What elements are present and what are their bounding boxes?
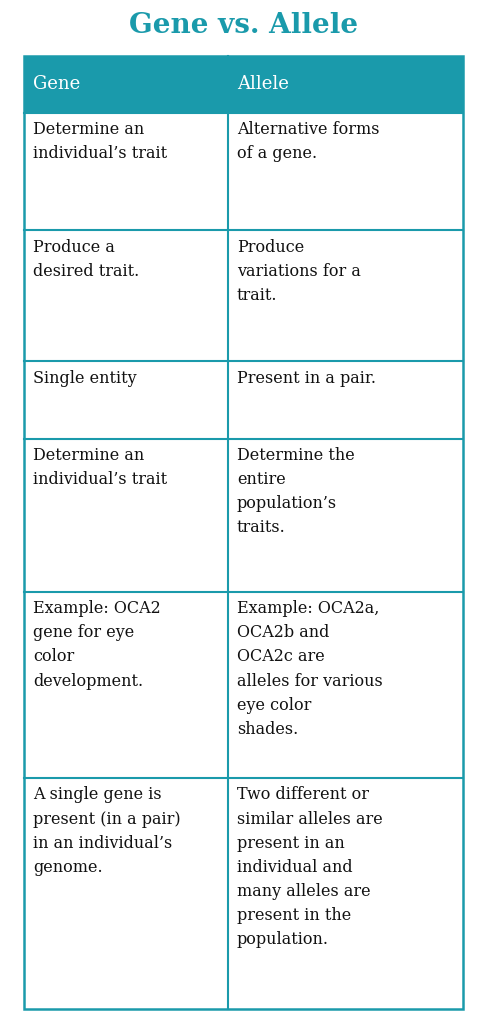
Text: Present in a pair.: Present in a pair. — [237, 370, 376, 387]
Bar — [228, 592, 463, 778]
Text: A single gene is
present (in a pair)
in an individual’s
genome.: A single gene is present (in a pair) in … — [33, 786, 181, 876]
Text: Single entity: Single entity — [33, 370, 137, 387]
Bar — [24, 361, 228, 438]
Text: Allele: Allele — [237, 76, 289, 93]
Bar — [228, 230, 463, 361]
Bar — [228, 113, 463, 230]
Bar — [228, 778, 463, 1009]
Text: Produce
variations for a
trait.: Produce variations for a trait. — [237, 239, 361, 304]
Text: Determine an
individual’s trait: Determine an individual’s trait — [33, 121, 167, 162]
Bar — [24, 230, 228, 361]
Text: Example: OCA2
gene for eye
color
development.: Example: OCA2 gene for eye color develop… — [33, 600, 161, 689]
Bar — [24, 592, 228, 778]
Text: Determine the
entire
population’s
traits.: Determine the entire population’s traits… — [237, 446, 355, 537]
Bar — [24, 56, 463, 1009]
Text: Determine an
individual’s trait: Determine an individual’s trait — [33, 446, 167, 488]
Bar — [24, 778, 228, 1009]
Text: Two different or
similar alleles are
present in an
individual and
many alleles a: Two different or similar alleles are pre… — [237, 786, 383, 948]
Text: Gene: Gene — [33, 76, 80, 93]
Bar — [24, 438, 228, 592]
Bar — [228, 438, 463, 592]
Bar — [228, 361, 463, 438]
Bar — [24, 56, 463, 113]
Bar — [24, 113, 228, 230]
Text: Example: OCA2a,
OCA2b and
OCA2c are
alleles for various
eye color
shades.: Example: OCA2a, OCA2b and OCA2c are alle… — [237, 600, 383, 738]
Text: Produce a
desired trait.: Produce a desired trait. — [33, 239, 139, 280]
Text: Gene vs. Allele: Gene vs. Allele — [129, 12, 358, 39]
Text: Alternative forms
of a gene.: Alternative forms of a gene. — [237, 121, 379, 162]
